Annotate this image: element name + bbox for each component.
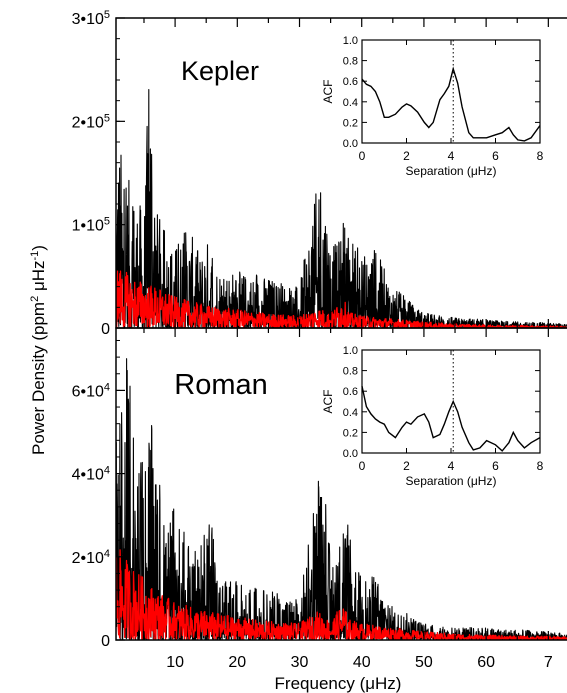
y-tick-label: 0 (101, 321, 110, 338)
acf-curve (361, 385, 541, 452)
inset-x-tick-label: 0 (359, 149, 366, 163)
tick-mantissa: 1•10 (72, 218, 104, 235)
panel-title: Kepler (181, 56, 259, 86)
inset-y-tick-label: 0.8 (343, 366, 358, 378)
x-tick-label: 10 (166, 654, 184, 671)
x-tick-label: 60 (477, 654, 495, 671)
kepler-panel: 01•1052•1053•105Kepler0.00.20.40.60.81.0… (72, 9, 567, 338)
inset-y-tick-label: 0.6 (343, 386, 358, 398)
tick-mantissa: 6•10 (72, 383, 104, 400)
y-tick-label: 2•104 (72, 548, 110, 567)
inset-x-tick-label: 2 (403, 149, 410, 163)
inset-background (320, 344, 552, 497)
tick-exponent: 4 (104, 381, 110, 393)
inset-x-label: Separation (μHz) (406, 474, 497, 488)
inset-y-label: ACF (321, 390, 335, 414)
inset-x-tick-label: 2 (403, 459, 410, 473)
plot-area (116, 358, 567, 640)
inset-x-tick-label: 4 (448, 149, 455, 163)
inset-y-tick-label: 0.8 (343, 56, 358, 68)
y-tick-label: 0 (101, 633, 110, 650)
y-tick-label: 2•105 (72, 112, 110, 131)
inset-y-tick-label: 0.2 (343, 427, 358, 439)
tick-mantissa: 2•10 (72, 550, 104, 567)
inset-x-tick-label: 6 (492, 149, 499, 163)
inset-y-tick-label: 0.0 (343, 138, 358, 150)
acf-inset: 0.0 0.2 0.4 0.6 0.8 1.0 0 2 4 6 8 Separation (μHz) A… (320, 344, 552, 497)
tick-mantissa: 4•10 (72, 467, 104, 484)
x-tick-label: 40 (353, 654, 371, 671)
tick-mantissa: 2•10 (72, 114, 104, 131)
tick-exponent: 5 (104, 9, 110, 21)
inset-x-tick-label: 6 (492, 459, 499, 473)
inset-y-tick-label: 0.4 (343, 407, 358, 419)
inset-y-tick-label: 0.4 (343, 97, 358, 109)
inset-x-tick-label: 4 (448, 459, 455, 473)
acf-inset: 0.0 0.2 0.4 0.6 0.8 1.0 0 2 4 6 8 Separation (μHz) A… (320, 34, 552, 187)
acf-curve (361, 66, 541, 142)
tick-exponent: 4 (104, 548, 110, 560)
x-tick-label: 7 (544, 654, 553, 671)
y-tick-label: 6•104 (72, 381, 110, 400)
x-tick-label: 20 (228, 654, 246, 671)
tick-exponent: 5 (104, 112, 110, 124)
inset-y-tick-label: 0.2 (343, 117, 358, 129)
y-tick-label: 3•105 (72, 9, 110, 28)
inset-y-tick-label: 0.6 (343, 76, 358, 88)
axes-frame (115, 327, 567, 641)
inset-x-tick-label: 8 (537, 459, 544, 473)
inset-y-tick-label: 1.0 (343, 345, 358, 357)
inset-y-tick-label: 1.0 (343, 35, 358, 47)
inset-y-tick-label: 0.0 (343, 448, 358, 460)
tick-mantissa: 3•10 (72, 11, 104, 28)
x-tick-label: 50 (415, 654, 433, 671)
smoothed-spectrum-line (116, 549, 567, 640)
y-axis-label: Power Density (ppm2 μHz-1) (29, 245, 48, 455)
inset-x-label: Separation (μHz) (406, 164, 497, 178)
x-tick-label: 30 (291, 654, 309, 671)
inset-x-tick-label: 0 (359, 459, 366, 473)
tick-exponent: 5 (104, 216, 110, 228)
tick-exponent: 4 (104, 465, 110, 477)
panel-title: Roman (174, 369, 268, 401)
power-spectrum-line (116, 89, 567, 328)
x-axis-label: Frequency (μHz) (275, 674, 402, 693)
y-tick-label: 4•104 (72, 465, 110, 484)
inset-y-label: ACF (321, 80, 335, 104)
y-tick-label: 1•105 (72, 216, 110, 235)
inset-x-tick-label: 8 (537, 149, 544, 163)
